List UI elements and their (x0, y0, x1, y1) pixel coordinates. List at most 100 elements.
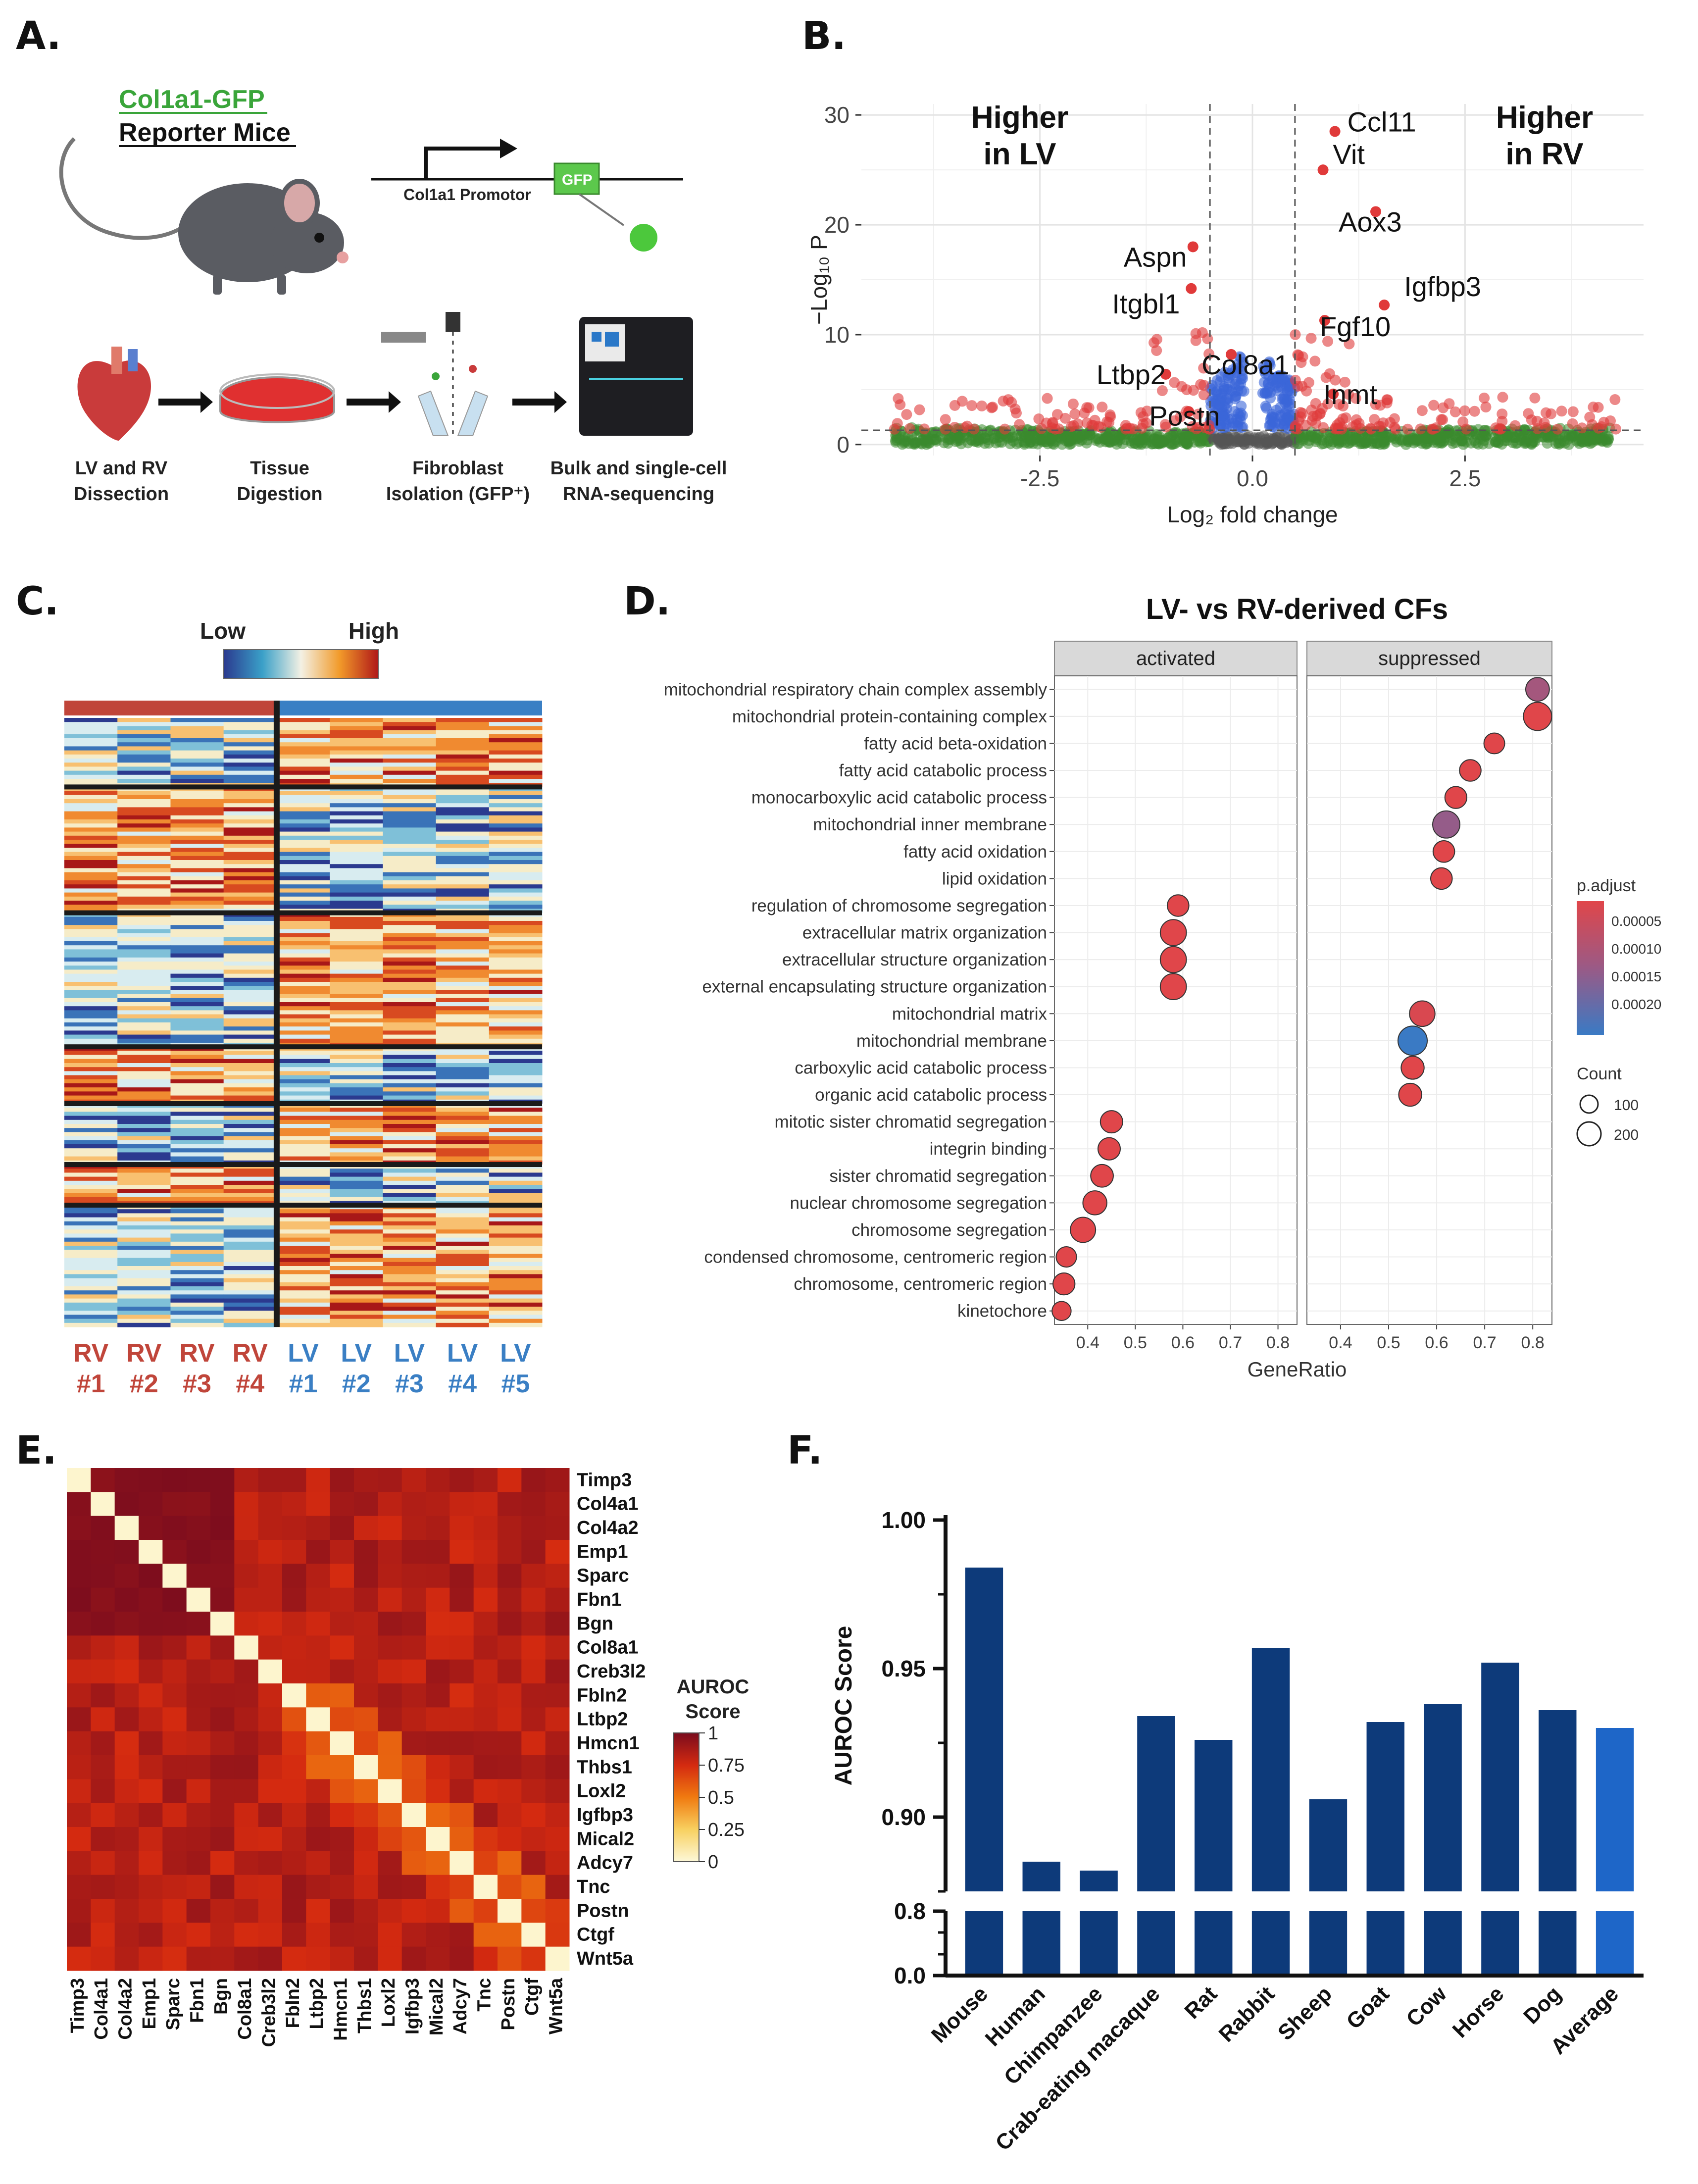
row-label: Wnt5a (577, 1948, 634, 1969)
panel-f-barchart: 0.90 0.95 1.00 0.8 0.0 Mouse Human Chimpanzee C… (822, 1485, 1693, 2179)
auroc-column-labels: Timp3 Col4a1 Col4a2 Emp1 Sparc Fbn1 Bgn Col8a1 C… (67, 1978, 567, 2047)
volcano-point (998, 396, 1009, 407)
panel-label-d: D. (624, 579, 671, 624)
step-4-line2: RNA-sequencing (563, 484, 714, 505)
x-tick-label: -2.5 (1020, 465, 1059, 491)
volcano-point (1546, 408, 1557, 419)
volcano-point (1059, 412, 1071, 424)
labeled-gene-point (1226, 349, 1237, 360)
panel-b-volcano: Ccl11 Vit Aox3 Aspn Itgbl1 Igfbp3 Fgf10 Col8a1 L… (782, 74, 1693, 545)
sample-label-number: #3 (395, 1370, 424, 1398)
bar-lower-sheep (1309, 1911, 1348, 1976)
row-label: Tnc (577, 1877, 610, 1897)
term-label: fatty acid beta-oxidation (864, 734, 1047, 753)
volcano-point (1009, 404, 1021, 415)
term-label: monocarboxylic acid catabolic process (751, 788, 1047, 808)
dotplot-title: LV- vs RV-derived CFs (1146, 593, 1448, 625)
column-label: Wnt5a (546, 1978, 567, 2034)
term-dot (1400, 1056, 1425, 1080)
column-label: Hmcn1 (331, 1978, 351, 2041)
term-dot (1082, 1190, 1107, 1216)
volcano-point (1539, 417, 1550, 429)
volcano-point (1135, 407, 1147, 418)
legend-count-200: 200 (1614, 1127, 1639, 1143)
dotplot-dots (1051, 677, 1552, 1321)
sorter-icon (381, 312, 489, 436)
term-dot (1483, 732, 1505, 755)
facet-label-activated: activated (1136, 648, 1215, 669)
expression-heatmap: Low High RV#1RV#2RV#3RV#4LV#1LV#2LV#3LV#… (64, 618, 543, 1398)
row-label: Fbn1 (577, 1589, 622, 1610)
column-label: Thbs1 (354, 1978, 375, 2033)
volcano-point (1322, 336, 1334, 347)
volcano-point (1267, 416, 1278, 428)
heatmap-cells (64, 718, 543, 1327)
volcano-point (1609, 394, 1621, 406)
column-label: Col4a2 (115, 1978, 136, 2040)
volcano-point (1404, 433, 1415, 445)
bar-lower-horse (1481, 1911, 1519, 1976)
bar-lower-human (1022, 1911, 1060, 1976)
volcano-point (1449, 406, 1461, 417)
volcano-point (1576, 422, 1588, 434)
cluster-divider (64, 1203, 542, 1208)
column-label: Sparc (163, 1978, 184, 2031)
volcano-point (1301, 385, 1312, 397)
volcano-point (1306, 405, 1317, 416)
column-label: Postn (498, 1978, 519, 2031)
volcano-point (1529, 392, 1541, 404)
legend-count-200-circle (1576, 1121, 1602, 1147)
volcano-point (968, 423, 980, 435)
dotplot-x-tick: 0.5 (1377, 1333, 1400, 1352)
category-label: Goat (1342, 1981, 1394, 2034)
category-label: Rat (1180, 1981, 1222, 2024)
term-dot (1097, 1137, 1121, 1161)
volcano-point (1567, 406, 1579, 417)
category-label: Horse (1448, 1981, 1509, 2042)
row-label: Loxl2 (577, 1781, 626, 1802)
sample-labels: RV#1RV#2RV#3RV#4LV#1LV#2LV#3LV#4LV#5 (73, 1339, 531, 1398)
enrichment-dotplot: LV- vs RV-derived CFs activated 0.4 0.5 0.6… (664, 593, 1661, 1381)
volcano-point (989, 433, 1000, 444)
y-tick-label: 20 (824, 212, 849, 238)
mouse-icon (59, 137, 349, 295)
term-dot (1070, 1217, 1097, 1243)
row-label: Adcy7 (577, 1853, 633, 1874)
bar-upper-rabbit (1251, 1648, 1290, 1891)
row-label: Igfbp3 (577, 1805, 633, 1826)
gene-label-vit: Vit (1333, 139, 1365, 170)
term-dot (1159, 919, 1187, 946)
volcano-point (966, 400, 978, 411)
volcano-point (1480, 402, 1492, 413)
bar-lower-rat (1195, 1911, 1233, 1976)
note-higher-rv-line1: Higher (1496, 101, 1593, 135)
volcano-point (1053, 423, 1064, 435)
volcano-point (1426, 423, 1438, 435)
term-dot (1051, 1301, 1072, 1321)
volcano-point (1479, 392, 1490, 404)
category-label: Dog (1519, 1981, 1566, 2029)
note-higher-rv-line2: in RV (1505, 137, 1583, 171)
volcano-point (1105, 433, 1116, 445)
note-higher-lv-line2: in LV (984, 137, 1056, 171)
column-label: Creb3l2 (259, 1978, 280, 2047)
sample-label-number: #2 (342, 1370, 371, 1398)
volcano-point (1203, 348, 1215, 359)
row-label: Col4a2 (577, 1518, 639, 1538)
term-label: kinetochore (957, 1302, 1047, 1321)
column-label: Igfbp3 (402, 1978, 423, 2034)
volcano-point (1219, 366, 1231, 378)
auroc-barchart: 0.90 0.95 1.00 0.8 0.0 MouseHumanChimpanzeeC… (831, 1507, 1644, 2155)
gene-label-fgf10: Fgf10 (1320, 311, 1391, 342)
auroc-legend-tick: 0.5 (708, 1787, 734, 1808)
volcano-point (1234, 411, 1246, 422)
dotplot-x-tick: 0.4 (1076, 1333, 1099, 1352)
row-label: Bgn (577, 1613, 613, 1634)
volcano-point (999, 423, 1010, 435)
column-label: Tnc (474, 1978, 495, 2012)
bar-y-axis-label: AUROC Score (831, 1626, 857, 1786)
bar-lower-goat (1366, 1911, 1404, 1976)
volcano-point (1205, 400, 1217, 411)
volcano-point (1353, 418, 1365, 429)
bar-upper-cow (1424, 1704, 1462, 1891)
